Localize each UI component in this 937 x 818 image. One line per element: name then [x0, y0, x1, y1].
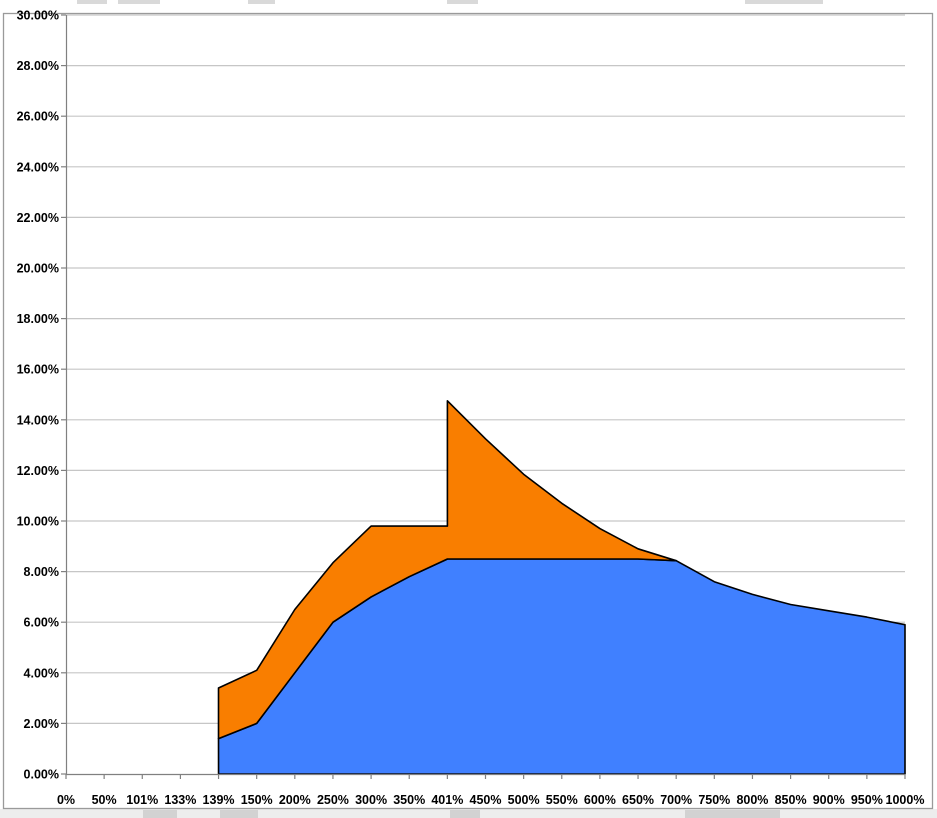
worksheet-edge-artifact: [118, 0, 160, 4]
x-axis-label: 401%: [431, 793, 463, 807]
x-axis-label: 350%: [393, 793, 425, 807]
worksheet-edge-artifact: [447, 0, 478, 4]
y-axis-label: 20.00%: [17, 262, 59, 276]
x-axis-label: 1000%: [886, 793, 925, 807]
x-axis-label: 700%: [660, 793, 692, 807]
y-axis-label: 12.00%: [17, 464, 59, 478]
x-axis-label: 800%: [736, 793, 768, 807]
x-axis-label: 750%: [698, 793, 730, 807]
y-axis-label: 16.00%: [17, 363, 59, 377]
x-axis-label: 850%: [775, 793, 807, 807]
x-axis-label: 139%: [203, 793, 235, 807]
y-axis-label: 6.00%: [24, 616, 59, 630]
y-axis-label: 18.00%: [17, 312, 59, 326]
x-axis-label: 500%: [508, 793, 540, 807]
worksheet-edge-artifact: [248, 0, 275, 4]
x-axis-label: 101%: [126, 793, 158, 807]
y-axis-label: 0.00%: [24, 768, 59, 782]
x-axis-label: 950%: [851, 793, 883, 807]
y-axis-label: 22.00%: [17, 211, 59, 225]
worksheet-edge-artifact: [685, 810, 780, 818]
y-axis-label: 4.00%: [24, 666, 59, 680]
x-axis-label: 150%: [241, 793, 273, 807]
x-axis-label: 50%: [92, 793, 117, 807]
y-axis-label: 14.00%: [17, 413, 59, 427]
x-axis-label: 300%: [355, 793, 387, 807]
x-axis-label: 600%: [584, 793, 616, 807]
x-axis-label: 250%: [317, 793, 349, 807]
y-axis-label: 28.00%: [17, 59, 59, 73]
y-axis-label: 24.00%: [17, 160, 59, 174]
x-axis-label: 200%: [279, 793, 311, 807]
y-axis-label: 10.00%: [17, 515, 59, 529]
worksheet-edge-artifact: [77, 0, 107, 4]
x-axis-label: 0%: [57, 793, 75, 807]
x-axis-label: 900%: [813, 793, 845, 807]
worksheet-edge-artifact: [450, 810, 480, 818]
x-axis-label: 450%: [470, 793, 502, 807]
x-axis-label: 650%: [622, 793, 654, 807]
worksheet-edge-artifact: [220, 810, 258, 818]
y-axis-label: 30.00%: [17, 9, 59, 23]
upper-area-series: [217, 400, 677, 740]
y-axis-label: 26.00%: [17, 110, 59, 124]
worksheet-edge-artifact: [143, 810, 177, 818]
y-axis-label: 8.00%: [24, 565, 59, 579]
y-axis-label: 2.00%: [24, 717, 59, 731]
x-axis-label: 133%: [164, 793, 196, 807]
worksheet-edge-artifact: [745, 0, 823, 4]
x-axis-label: 550%: [546, 793, 578, 807]
